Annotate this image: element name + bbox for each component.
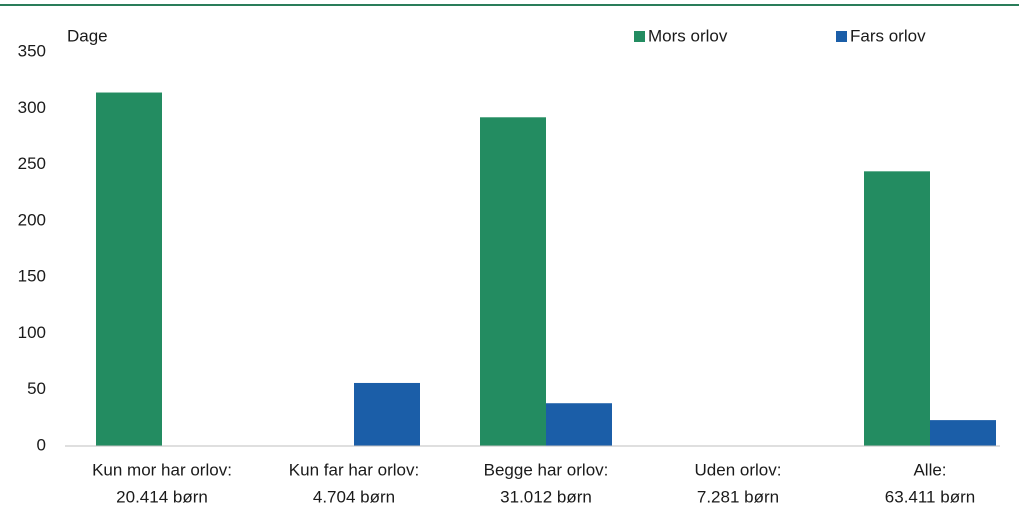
y-tick-label: 300 (18, 98, 46, 117)
y-tick-label: 0 (37, 435, 46, 454)
x-tick-label: 4.704 børn (313, 487, 395, 506)
bar (96, 92, 162, 447)
x-tick-label: Alle: (913, 460, 946, 479)
x-tick-label: Begge har orlov: (484, 460, 609, 479)
x-tick-label: 31.012 børn (500, 487, 592, 506)
y-tick-label: 50 (27, 379, 46, 398)
y-tick-label: 250 (18, 154, 46, 173)
x-tick-label: Kun far har orlov: (289, 460, 419, 479)
x-tick-label: Uden orlov: (695, 460, 782, 479)
bar (354, 382, 420, 446)
legend-swatch (836, 31, 847, 42)
x-tick-label: Kun mor har orlov: (92, 460, 232, 479)
bar (480, 117, 546, 446)
legend-label: Mors orlov (648, 26, 728, 45)
y-tick-label: 100 (18, 323, 46, 342)
y-tick-label: 150 (18, 267, 46, 286)
x-tick-label: 63.411 børn (885, 487, 975, 506)
legend-swatch (634, 31, 645, 42)
y-tick-label: 350 (18, 41, 46, 60)
bar (864, 171, 930, 446)
y-axis-label: Dage (67, 26, 108, 45)
legend-label: Fars orlov (850, 26, 926, 45)
bar (930, 420, 996, 446)
x-tick-label: 20.414 børn (116, 487, 208, 506)
y-tick-label: 200 (18, 210, 46, 229)
x-tick-label: 7.281 børn (697, 487, 779, 506)
bar (546, 403, 612, 446)
